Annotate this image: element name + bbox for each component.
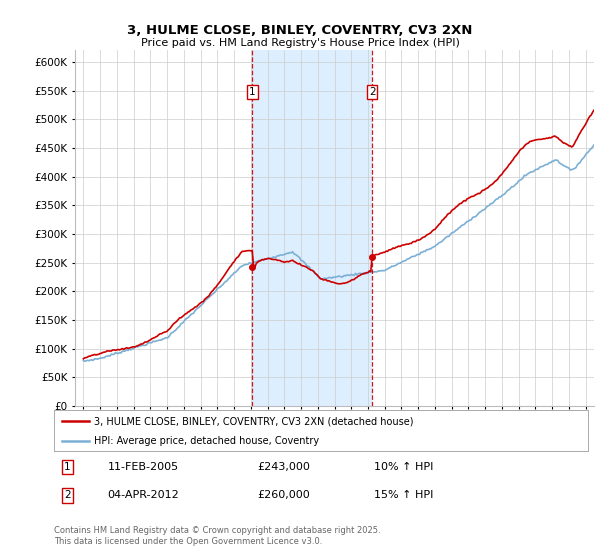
Text: Contains HM Land Registry data © Crown copyright and database right 2025.
This d: Contains HM Land Registry data © Crown c… (54, 526, 380, 546)
Text: 1: 1 (249, 87, 256, 97)
Text: 1: 1 (64, 462, 71, 472)
Text: 3, HULME CLOSE, BINLEY, COVENTRY, CV3 2XN (detached house): 3, HULME CLOSE, BINLEY, COVENTRY, CV3 2X… (94, 417, 413, 426)
Bar (253, 50, 372, 406)
Text: £243,000: £243,000 (257, 462, 310, 472)
Text: 2: 2 (64, 491, 71, 501)
Text: 11-FEB-2005: 11-FEB-2005 (107, 462, 179, 472)
Text: Price paid vs. HM Land Registry's House Price Index (HPI): Price paid vs. HM Land Registry's House … (140, 38, 460, 48)
Text: 3, HULME CLOSE, BINLEY, COVENTRY, CV3 2XN: 3, HULME CLOSE, BINLEY, COVENTRY, CV3 2X… (127, 24, 473, 36)
Text: 15% ↑ HPI: 15% ↑ HPI (374, 491, 434, 501)
Text: HPI: Average price, detached house, Coventry: HPI: Average price, detached house, Cove… (94, 436, 319, 446)
Text: £260,000: £260,000 (257, 491, 310, 501)
Text: 2: 2 (369, 87, 376, 97)
Text: 04-APR-2012: 04-APR-2012 (107, 491, 179, 501)
Text: 10% ↑ HPI: 10% ↑ HPI (374, 462, 434, 472)
